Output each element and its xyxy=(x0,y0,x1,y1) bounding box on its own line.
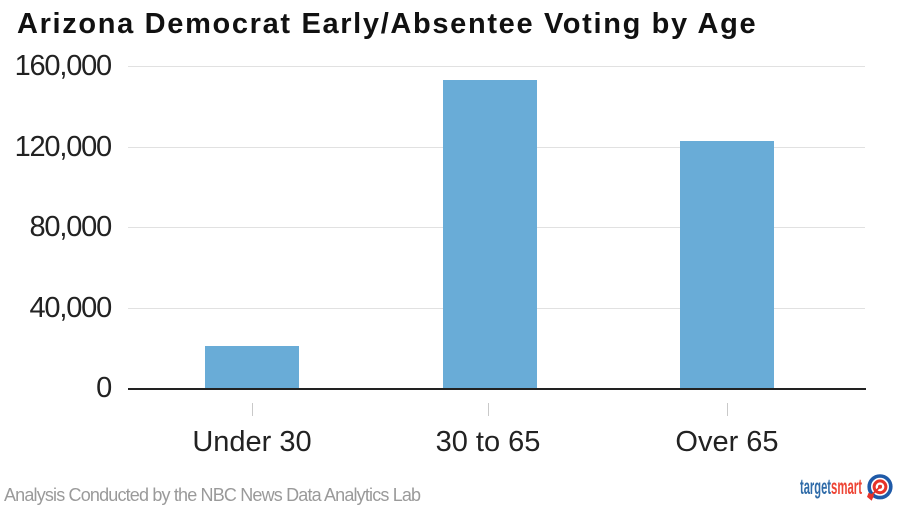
svg-text:smart: smart xyxy=(831,476,862,499)
svg-text:target: target xyxy=(800,476,831,499)
